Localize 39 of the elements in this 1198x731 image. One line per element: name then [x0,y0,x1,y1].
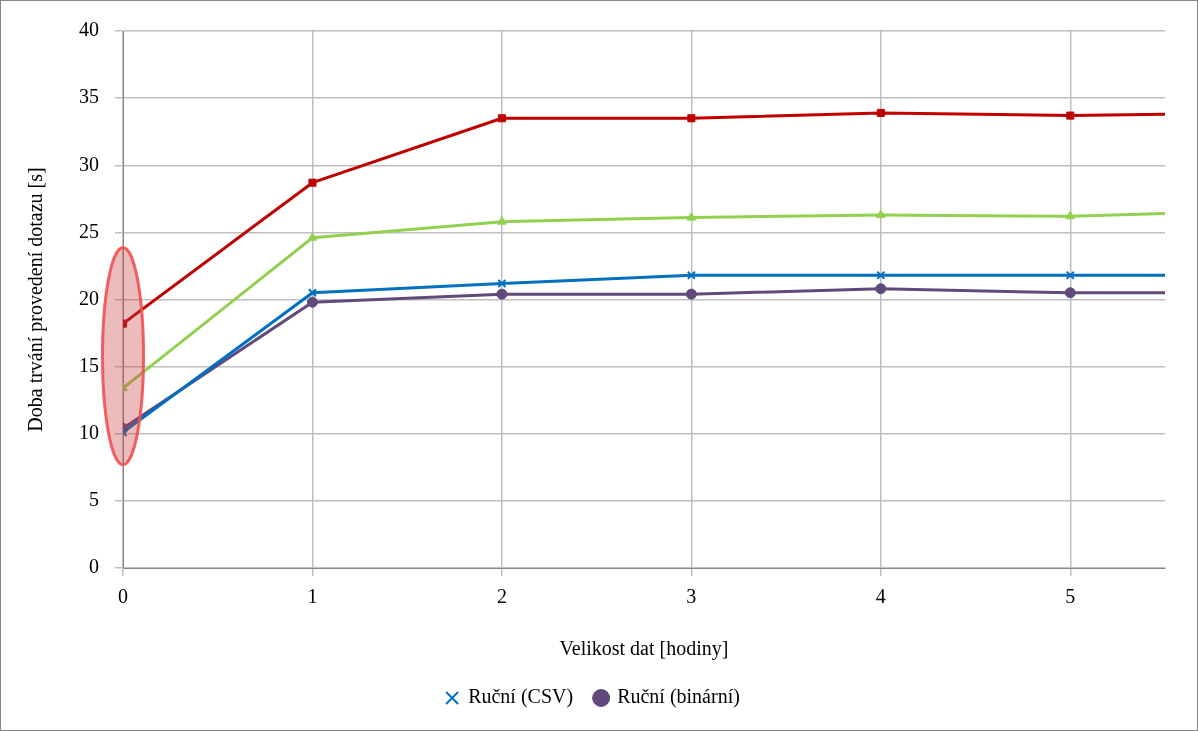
legend-label: Ruční (binární) [617,685,740,709]
point [876,108,885,117]
point [306,296,318,308]
point [497,216,507,225]
y-tick-label: 35 [79,85,99,108]
x-tick-label: 3 [686,585,697,608]
point [687,114,696,123]
x-tick-label: 4 [875,585,886,608]
point [497,278,507,288]
point [685,288,697,300]
x-tick-label: 2 [496,585,507,608]
x-tick-label: 5 [1065,585,1076,608]
x-tick-label: 0 [118,585,128,608]
y-axis-title: Doba trvání provedení dotazu [s] [24,167,48,432]
point [876,270,886,280]
y-tick-label: 20 [79,286,99,309]
y-tick-label: 40 [79,18,99,41]
y-tick-label: 15 [79,353,99,376]
point [875,283,887,295]
x-tick-label: 1 [307,585,318,608]
point [1065,210,1076,220]
y-tick-label: 10 [79,421,99,443]
point [1066,111,1075,120]
point [686,212,697,221]
point [1065,270,1075,280]
y-tick-label: 30 [79,152,99,175]
point [497,114,506,123]
point [496,288,508,300]
point [307,232,318,241]
y-tick-label: 25 [79,219,99,242]
point [875,209,886,218]
y-tick-label: 5 [89,488,99,511]
point [1064,287,1076,299]
x-axis-title: Velikost dat [hodiny] [559,637,729,661]
legend-label: Ruční (CSV) [468,685,574,709]
point [307,288,317,298]
y-tick-label: 0 [89,555,99,578]
point [308,178,317,187]
point [686,270,696,280]
